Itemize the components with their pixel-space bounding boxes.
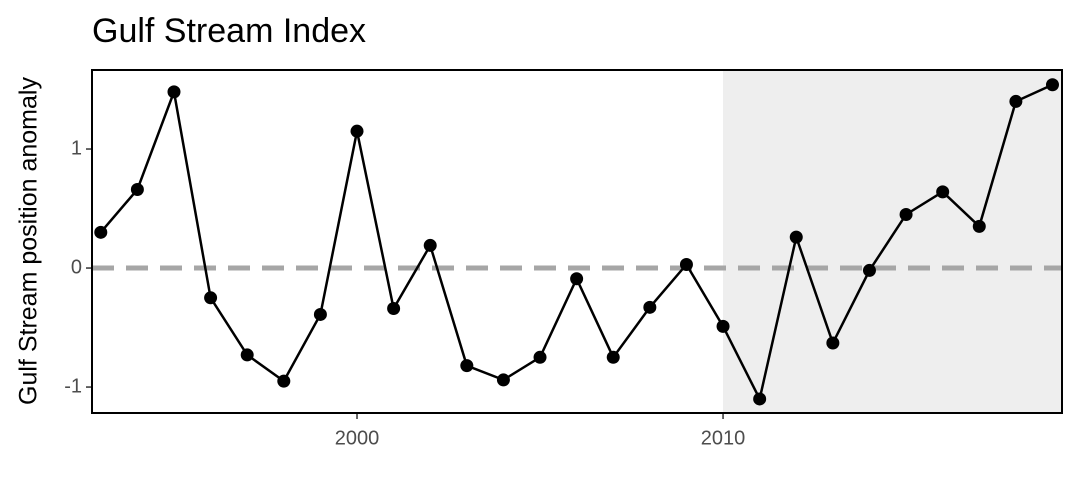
data-point xyxy=(94,225,108,239)
highlight-region xyxy=(723,70,1062,413)
x-tick-label: 2000 xyxy=(335,427,380,449)
chart-title: Gulf Stream Index xyxy=(92,12,366,50)
data-point xyxy=(350,124,364,138)
x-tick-label: 2010 xyxy=(701,427,746,449)
data-point xyxy=(423,238,437,252)
data-point xyxy=(1009,94,1023,108)
y-tick-label: 1 xyxy=(71,137,82,159)
data-point xyxy=(387,302,401,316)
data-point xyxy=(716,319,730,333)
y-tick-label: -1 xyxy=(64,375,82,397)
data-point xyxy=(899,207,913,221)
data-point xyxy=(277,374,291,388)
data-point xyxy=(643,300,657,314)
data-point xyxy=(130,182,144,196)
data-point xyxy=(460,359,474,373)
data-point xyxy=(679,257,693,271)
data-point xyxy=(753,392,767,406)
data-point xyxy=(570,272,584,286)
data-point xyxy=(204,291,218,305)
data-point xyxy=(167,85,181,99)
data-point xyxy=(240,348,254,362)
y-axis-label: Gulf Stream position anomaly xyxy=(15,77,43,405)
plot-border xyxy=(91,69,1063,414)
data-point xyxy=(533,350,547,364)
data-point xyxy=(1045,78,1059,92)
y-tick-label: 0 xyxy=(71,256,82,278)
data-point xyxy=(789,230,803,244)
data-point xyxy=(936,185,950,199)
data-point xyxy=(972,219,986,233)
data-point xyxy=(606,350,620,364)
data-point xyxy=(313,307,327,321)
data-point xyxy=(496,373,510,387)
data-point xyxy=(826,336,840,350)
data-point xyxy=(862,263,876,277)
